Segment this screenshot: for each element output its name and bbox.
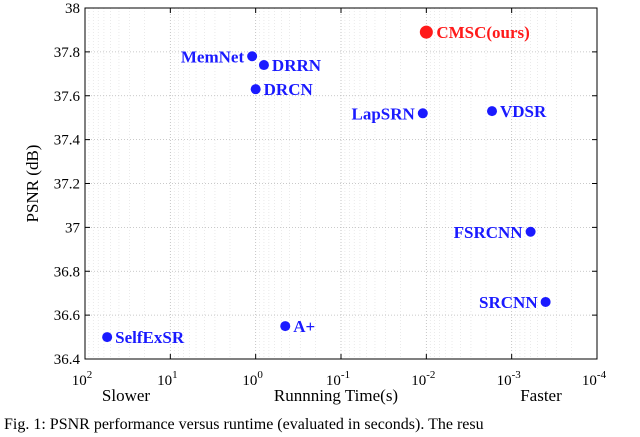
x-tick-label: 10-1 [326,369,350,389]
point-label-a: A+ [293,317,315,336]
x-tick-label: 10-2 [411,369,435,389]
point-drcn [250,84,261,95]
y-tick-label: 37.8 [54,45,80,61]
point-label-vdsr: VDSR [500,102,547,121]
x-tick-label: 102 [72,369,93,389]
x-tick-label: 10-4 [582,369,607,389]
point-selfexsr [102,332,113,343]
y-tick-label: 36.4 [54,352,81,368]
x-axis-ticks: 102 101 100 10-1 10-2 10-3 10-4 [72,8,607,389]
point-label-selfexsr: SelfExSR [115,328,185,347]
point-label-fsrcnn: FSRCNN [454,223,524,242]
x-axis-note-faster: Faster [520,386,562,405]
y-tick-label: 38 [65,1,80,17]
figure-caption: Fig. 1: PSNR performance versus runtime … [4,416,484,433]
point-label-srcnn: SRCNN [479,293,538,312]
point-fsrcnn [525,226,536,237]
y-tick-label: 37.6 [54,89,81,105]
point-label-memnet: MemNet [181,47,245,66]
y-tick-label: 37 [65,220,81,236]
y-tick-label: 37.4 [54,133,81,149]
y-axis-ticks: 36.4 36.6 36.8 37 37.2 37.4 37.6 37.8 38 [54,1,597,368]
point-drrn [258,60,269,71]
y-tick-label: 36.6 [54,308,81,324]
y-axis-title: PSNR (dB) [23,145,42,223]
data-points: CMSC(ours) MemNet DRRN DRCN LapSRN VDSR FSRCNN… [102,23,551,347]
point-label-cmsc-ours: CMSC(ours) [436,23,530,42]
point-lapsrn [417,108,428,119]
x-tick-label: 10-3 [497,369,522,389]
point-a [280,321,291,332]
x-axis-title: Runnning Time(s) [274,386,398,405]
y-tick-label: 36.8 [54,264,80,280]
point-cmsc-ours [419,25,433,39]
point-label-lapsrn: LapSRN [351,104,415,123]
x-tick-label: 100 [242,369,263,389]
point-label-drcn: DRCN [264,80,314,99]
point-label-drrn: DRRN [272,56,322,75]
x-axis-note-slower: Slower [102,386,151,405]
x-tick-label: 101 [157,369,178,389]
point-vdsr [487,106,498,117]
point-srcnn [540,296,551,307]
y-tick-label: 37.2 [54,177,80,193]
point-memnet [247,51,258,62]
